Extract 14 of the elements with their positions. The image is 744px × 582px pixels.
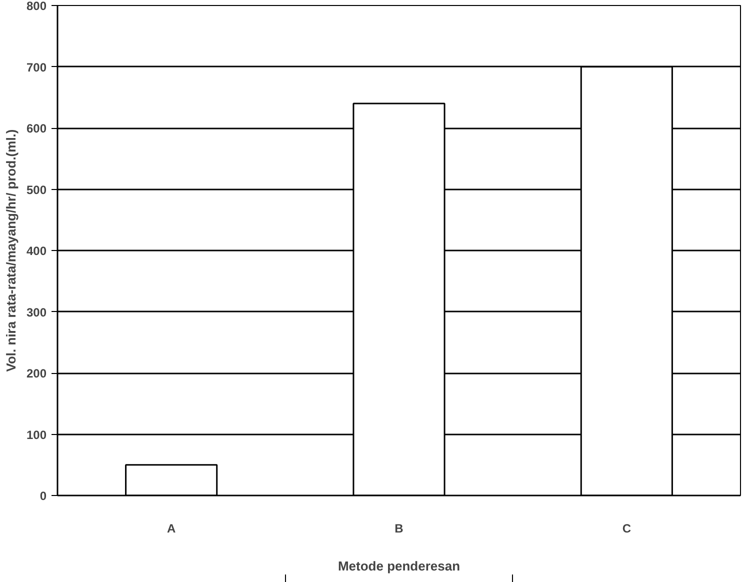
y-tick-label: 0 — [40, 489, 47, 503]
y-tick-label: 200 — [26, 366, 47, 380]
y-tick-label: 400 — [26, 244, 47, 258]
y-tick-label: 100 — [26, 428, 47, 442]
y-tick-label: 700 — [26, 60, 47, 74]
y-tick-label: 600 — [26, 122, 47, 136]
x-tick-label: A — [167, 522, 176, 536]
x-tick-label: C — [622, 522, 632, 536]
y-axis-title: Vol. nira rata-rata/mayang/hr/ prod.(ml.) — [3, 129, 18, 372]
y-tick-label: 300 — [26, 305, 47, 320]
y-tick-label: 800 — [26, 0, 47, 13]
x-axis-title: Metode penderesan — [338, 558, 460, 574]
x-tick-label: B — [394, 522, 404, 536]
y-tick-label: 500 — [26, 182, 47, 197]
